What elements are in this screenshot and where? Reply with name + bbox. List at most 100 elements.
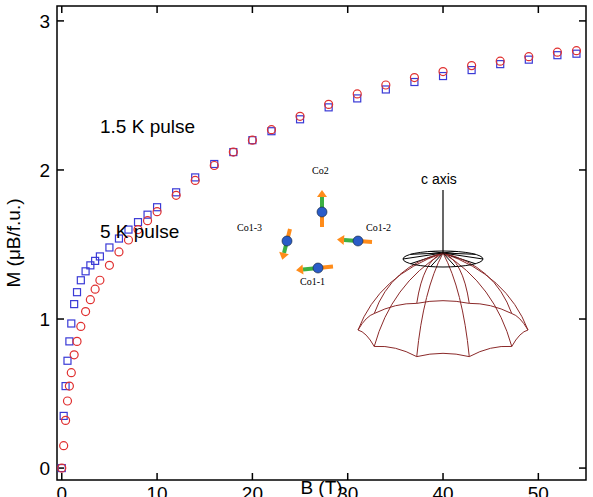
plot-frame — [57, 6, 586, 480]
data-point — [410, 74, 418, 82]
data-point — [468, 62, 476, 70]
x-tick-label: 20 — [242, 483, 263, 497]
data-point — [553, 48, 561, 56]
atom — [313, 263, 323, 273]
atom-label: Co1-2 — [366, 222, 391, 233]
data-point — [572, 47, 580, 55]
data-point — [353, 90, 361, 98]
data-point — [525, 53, 533, 61]
spin-arrowhead — [337, 235, 344, 245]
c-axis-label: c axis — [421, 171, 457, 187]
umbrella-rib — [443, 253, 512, 314]
data-point — [105, 261, 113, 269]
data-point — [439, 68, 447, 76]
data-point — [382, 81, 390, 89]
data-group — [58, 47, 581, 472]
data-point — [230, 149, 237, 156]
data-point — [496, 57, 504, 65]
x-tick-top — [442, 6, 444, 13]
x-tick — [61, 473, 63, 480]
y-tick-right — [579, 20, 586, 22]
spin-arrowhead — [279, 252, 289, 260]
data-point — [62, 416, 70, 424]
umbrella-rib — [443, 253, 469, 357]
spin-cone-rim — [403, 251, 483, 267]
umbrella-rib — [374, 253, 443, 314]
data-point — [153, 208, 161, 216]
data-point — [73, 337, 81, 345]
series-label: 1.5 K pulse — [100, 116, 195, 137]
umbrella-rim — [358, 301, 528, 357]
data-point — [66, 338, 73, 345]
data-point — [106, 244, 113, 251]
data-point — [70, 351, 78, 359]
data-point — [191, 176, 199, 184]
atom-label: Co1-1 — [300, 276, 325, 287]
x-tick-top — [61, 6, 63, 13]
data-point — [267, 126, 275, 134]
y-tick — [57, 20, 64, 22]
x-axis-title: B (T) — [300, 477, 342, 497]
data-point — [87, 262, 94, 269]
spin-arrowhead — [296, 265, 303, 275]
data-point — [210, 161, 218, 169]
y-tick-label: 0 — [39, 458, 50, 479]
x-tick — [156, 473, 158, 480]
data-point — [67, 369, 75, 377]
data-point — [64, 357, 71, 364]
data-point — [115, 248, 123, 256]
atom — [353, 236, 363, 246]
data-point — [248, 136, 256, 144]
x-tick — [538, 473, 540, 480]
y-axis-title: M (μB/f.u.) — [3, 198, 24, 287]
x-tick-top — [156, 6, 158, 13]
data-point — [58, 464, 66, 472]
x-tick-label: 50 — [528, 483, 549, 497]
y-tick-label: 1 — [39, 309, 50, 330]
umbrella-rib — [417, 253, 443, 303]
data-point — [77, 322, 85, 330]
y-tick-right — [579, 169, 586, 171]
data-point — [249, 137, 256, 144]
data-point — [68, 320, 75, 327]
data-point — [82, 308, 90, 316]
x-tick-label: 10 — [147, 483, 168, 497]
x-tick — [347, 473, 349, 480]
data-point — [74, 289, 81, 296]
series-1 — [58, 47, 581, 472]
atom-label: Co2 — [312, 165, 329, 176]
y-tick-label: 2 — [39, 160, 50, 181]
umbrella-rib — [417, 253, 443, 357]
data-point — [229, 148, 237, 156]
data-point — [325, 100, 333, 108]
x-tick — [252, 473, 254, 480]
series-label: 5 K pulse — [100, 221, 179, 242]
data-point — [96, 253, 103, 260]
data-point — [92, 257, 99, 264]
data-point — [172, 191, 180, 199]
data-point — [96, 276, 104, 284]
data-point — [86, 296, 94, 304]
x-tick-top — [538, 6, 540, 13]
umbrella-shaft — [442, 190, 443, 253]
atom — [282, 236, 292, 246]
data-point — [60, 442, 68, 450]
data-point — [71, 301, 78, 308]
data-point — [58, 465, 65, 472]
y-tick-right — [579, 467, 586, 469]
chart: 010203040500123B (T)M (μB/f.u.)1.5 K pul… — [0, 0, 593, 497]
x-tick-label: 40 — [432, 483, 453, 497]
atom — [317, 207, 327, 217]
data-point — [77, 277, 84, 284]
x-tick-label: 0 — [56, 483, 67, 497]
x-tick-top — [347, 6, 349, 13]
x-tick-top — [252, 6, 254, 13]
y-tick-label: 3 — [39, 11, 50, 32]
series-0 — [58, 50, 580, 471]
data-point — [91, 285, 99, 293]
x-tick — [442, 473, 444, 480]
y-tick — [57, 318, 64, 320]
umbrella-rib — [358, 253, 443, 330]
y-tick — [57, 169, 64, 171]
y-tick-right — [579, 318, 586, 320]
